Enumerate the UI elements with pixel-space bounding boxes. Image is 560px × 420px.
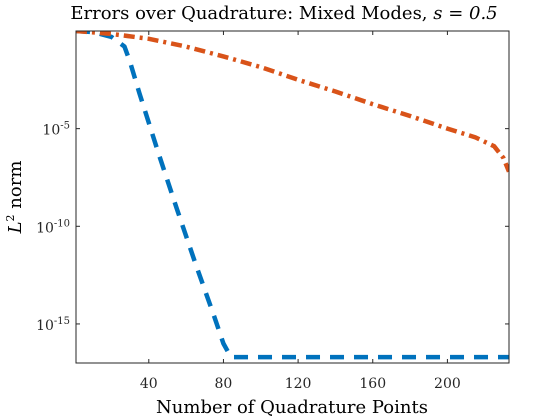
plot-area: 40 80 120 160 200 10-5 10-10 10-15 bbox=[36, 30, 510, 392]
y-tick-label-10: 10-10 bbox=[36, 218, 70, 236]
x-tick-label-40: 40 bbox=[140, 376, 158, 392]
x-tick-label-120: 120 bbox=[285, 376, 312, 392]
axes-frame bbox=[75, 30, 510, 364]
y-tick-label-15: 10-15 bbox=[36, 316, 70, 334]
x-tick-label-200: 200 bbox=[434, 376, 461, 392]
series-line-1 bbox=[76, 31, 509, 360]
tick-layer: 40 80 120 160 200 10-5 10-10 10-15 bbox=[36, 31, 509, 392]
chart-title: Errors over Quadrature: Mixed Modes, s =… bbox=[70, 3, 497, 24]
y-tick-label-5: 10-5 bbox=[42, 121, 70, 139]
series-layer bbox=[76, 31, 509, 360]
x-tick-label-80: 80 bbox=[215, 376, 233, 392]
x-tick-label-160: 160 bbox=[359, 376, 386, 392]
axes-background bbox=[76, 31, 509, 363]
y-axis-label: L2 norm bbox=[4, 161, 26, 235]
series-line-2 bbox=[76, 31, 509, 173]
x-axis-label: Number of Quadrature Points bbox=[156, 397, 428, 418]
